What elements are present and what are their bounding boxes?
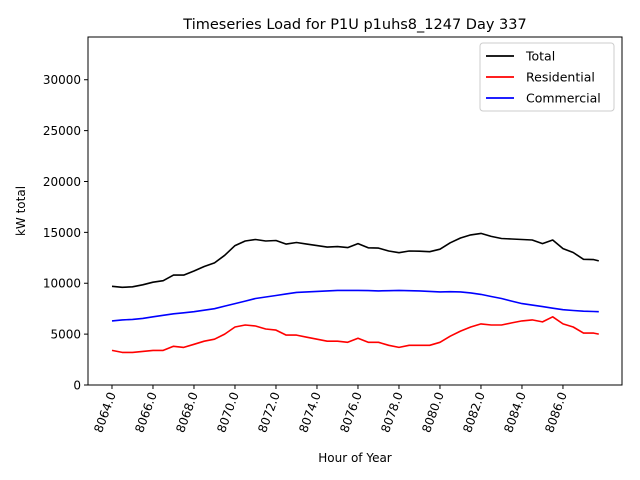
chart-title: Timeseries Load for P1U p1uhs8_1247 Day …	[182, 17, 526, 33]
y-tick-label: 10000	[43, 277, 81, 291]
axes-frame	[87, 36, 623, 386]
legend-label-commercial: Commercial	[526, 91, 601, 106]
legend-label-total: Total	[525, 49, 555, 64]
y-tick-label: 30000	[43, 73, 81, 87]
legend: Total Residential Commercial	[479, 42, 615, 112]
legend-label-residential: Residential	[526, 70, 595, 85]
y-tick-label: 15000	[43, 226, 81, 240]
y-tick-label: 5000	[50, 328, 81, 342]
series-line-residential	[111, 315, 599, 354]
y-axis: 0 5000 10000 15000 20000 25000 30000	[43, 73, 88, 393]
series-line-total	[111, 232, 599, 289]
legend-box	[479, 42, 615, 112]
y-tick-label: 0	[73, 379, 81, 393]
y-axis-label: kW total	[14, 186, 28, 236]
y-tick-label: 20000	[43, 175, 81, 189]
series-line-commercial	[111, 289, 599, 322]
x-axis-label: Hour of Year	[318, 451, 392, 465]
plot-area	[111, 232, 599, 354]
y-tick-label: 25000	[43, 124, 81, 138]
